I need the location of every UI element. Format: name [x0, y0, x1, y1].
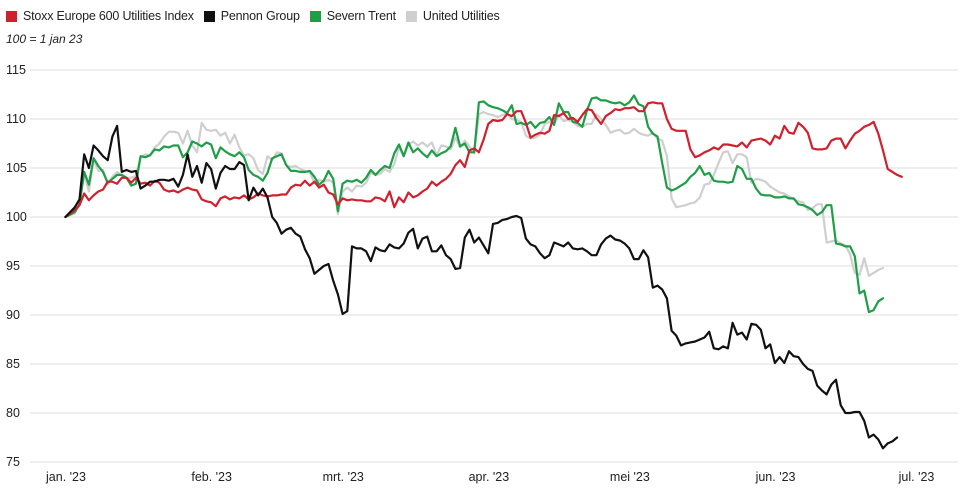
chart-subtitle: 100 = 1 jan 23 — [6, 32, 83, 46]
y-tick-label: 95 — [6, 259, 20, 273]
legend-label-stoxx: Stoxx Europe 600 Utilities Index — [23, 9, 194, 23]
y-tick-label: 85 — [6, 357, 20, 371]
x-tick-label: jul. '23 — [898, 470, 935, 484]
x-tick-label: jan. '23 — [45, 470, 86, 484]
y-tick-label: 75 — [6, 455, 20, 469]
legend-item-pennon[interactable]: Pennon Group — [203, 9, 300, 23]
series-line-pennon-group — [64, 124, 899, 450]
x-tick-label: mrt. '23 — [323, 470, 364, 484]
series-line-severn-trent — [64, 94, 885, 314]
x-tick-label: apr. '23 — [469, 470, 510, 484]
legend-swatch-stoxx — [6, 10, 17, 22]
y-tick-label: 90 — [6, 308, 20, 322]
y-tick-label: 110 — [6, 112, 26, 126]
legend-item-united[interactable]: United Utilities — [405, 9, 500, 23]
x-tick-label: mei '23 — [610, 470, 650, 484]
legend-item-severn[interactable]: Severn Trent — [309, 9, 396, 23]
legend-swatch-united — [405, 10, 417, 22]
x-tick-label: jun. '23 — [755, 470, 796, 484]
y-tick-label: 105 — [6, 161, 27, 175]
chart-legend: Stoxx Europe 600 Utilities Index Pennon … — [6, 7, 510, 25]
legend-label-severn: Severn Trent — [326, 9, 396, 23]
x-tick-label: feb. '23 — [191, 470, 232, 484]
y-tick-label: 115 — [6, 63, 26, 77]
legend-item-stoxx[interactable]: Stoxx Europe 600 Utilities Index — [6, 9, 194, 23]
legend-swatch-pennon — [203, 10, 215, 22]
legend-label-united: United Utilities — [422, 9, 500, 23]
series-line-stoxx-europe-600-utilities-index — [64, 101, 903, 219]
legend-label-pennon: Pennon Group — [220, 9, 300, 23]
y-tick-label: 80 — [6, 406, 20, 420]
y-tick-label: 100 — [6, 210, 27, 224]
legend-swatch-severn — [309, 10, 321, 22]
